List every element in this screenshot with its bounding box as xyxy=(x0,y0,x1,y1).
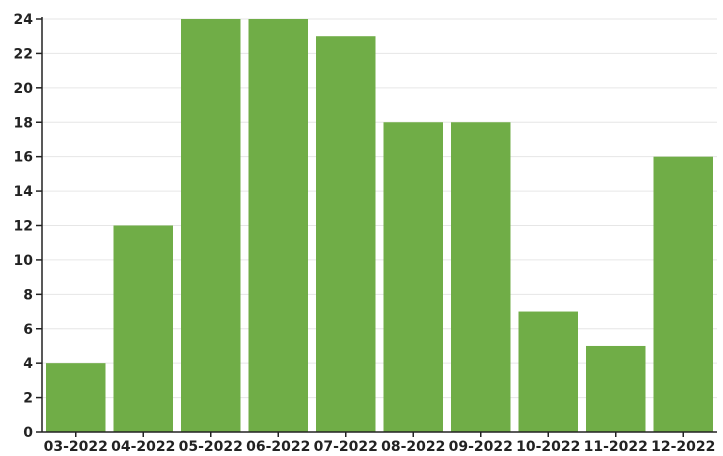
y-tick-label: 14 xyxy=(14,184,34,200)
y-tick-label: 0 xyxy=(23,425,33,441)
y-tick-label: 8 xyxy=(23,287,33,303)
x-axis: 03-2022 04-2022 05-2022 06-2022 07-2022 08-20… xyxy=(42,431,717,455)
bar-08-2022 xyxy=(383,122,443,432)
y-tick-label: 18 xyxy=(14,115,33,131)
y-tick-label: 22 xyxy=(14,46,33,62)
y-tick-label: 20 xyxy=(14,81,34,97)
x-tick-label: 10-2022 xyxy=(516,439,580,455)
x-tick-label: 12-2022 xyxy=(651,439,715,455)
x-tick-label: 05-2022 xyxy=(179,439,243,455)
bar-04-2022 xyxy=(113,225,173,432)
bar-09-2022 xyxy=(451,122,511,432)
bar-03-2022 xyxy=(46,363,106,432)
x-tick-label: 07-2022 xyxy=(314,439,378,455)
x-tick-label: 08-2022 xyxy=(381,439,445,455)
y-tick-label: 6 xyxy=(23,322,33,338)
y-tick-label: 24 xyxy=(14,12,34,28)
bar-10-2022 xyxy=(518,311,578,432)
bar-07-2022 xyxy=(316,36,376,432)
bar-06-2022 xyxy=(248,19,308,432)
y-tick-label: 2 xyxy=(23,391,33,407)
bar-11-2022 xyxy=(586,345,646,432)
x-tick-label: 04-2022 xyxy=(111,439,175,455)
y-tick-label: 12 xyxy=(14,219,33,235)
x-tick-label: 03-2022 xyxy=(44,439,108,455)
bar-12-2022 xyxy=(653,156,713,432)
x-tick-label: 06-2022 xyxy=(246,439,310,455)
y-tick-label: 16 xyxy=(14,150,33,166)
bar-series xyxy=(46,19,713,432)
bar-05-2022 xyxy=(181,19,241,432)
x-tick-label: 11-2022 xyxy=(584,439,648,455)
y-tick-label: 10 xyxy=(14,253,34,269)
y-tick-label: 4 xyxy=(23,356,33,372)
x-tick-label: 09-2022 xyxy=(449,439,513,455)
